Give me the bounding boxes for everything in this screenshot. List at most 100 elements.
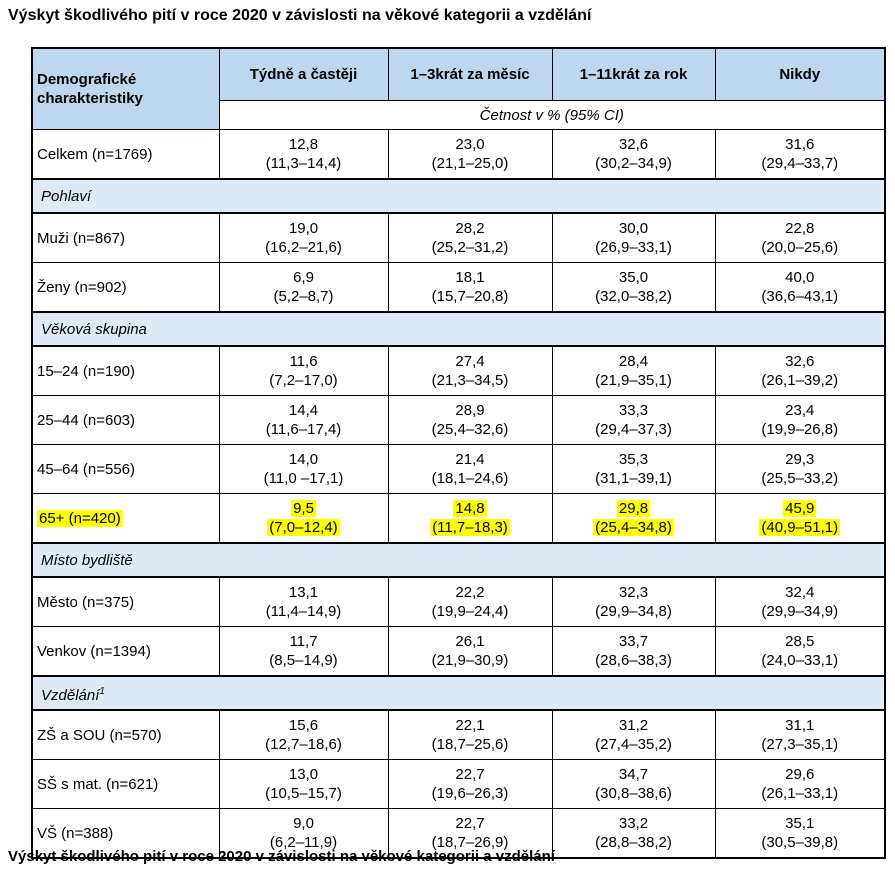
row-label: Celkem (n=1769) xyxy=(31,129,220,180)
data-cell: 22,2 (19,9–24,4) xyxy=(387,576,553,627)
section-row: Vzdělání1 xyxy=(31,675,886,711)
data-cell: 19,0 (16,2–21,6) xyxy=(218,212,389,263)
value-percent: 28,5 xyxy=(785,633,815,650)
value-line: 32,3 xyxy=(557,583,711,602)
value-line: 29,6 xyxy=(720,765,881,784)
value-line: 31,2 xyxy=(557,716,711,735)
value-line: 35,3 xyxy=(557,450,711,469)
confidence-interval: (32,0–38,2) xyxy=(595,288,672,305)
data-cell: 35,3 (31,1–39,1) xyxy=(551,444,716,494)
confidence-interval: (27,3–35,1) xyxy=(761,736,839,753)
data-cell: 28,2 (25,2–31,2) xyxy=(387,212,553,263)
value-percent: 45,9 xyxy=(783,500,817,517)
ci-line: (40,9–51,1) xyxy=(720,518,881,537)
confidence-interval: (6,2–11,9) xyxy=(269,834,338,851)
confidence-interval: (21,3–34,5) xyxy=(431,372,509,389)
ci-line: (19,9–24,4) xyxy=(393,602,548,621)
table-row: 25–44 (n=603) 14,4 (11,6–17,4) 28,9 (25,4–32… xyxy=(31,395,886,445)
value-line: 30,0 xyxy=(557,219,711,238)
value-percent: 29,6 xyxy=(785,766,815,783)
value-percent: 29,3 xyxy=(785,451,815,468)
confidence-interval: (29,9–34,8) xyxy=(595,603,672,620)
value-line: 6,9 xyxy=(224,268,384,287)
value-line: 33,7 xyxy=(557,632,711,651)
column-header-never: Nikdy xyxy=(714,47,886,101)
confidence-interval: (18,1–24,6) xyxy=(431,470,509,487)
confidence-interval: (8,5–14,9) xyxy=(269,652,338,669)
row-label-text: 45–64 (n=556) xyxy=(37,460,135,478)
data-cell: 21,4 (18,1–24,6) xyxy=(387,444,553,494)
row-label-text: ZŠ a SOU (n=570) xyxy=(37,726,162,744)
row-label: Ženy (n=902) xyxy=(31,262,220,313)
data-cell: 35,1 (30,5–39,8) xyxy=(714,808,886,859)
data-cell: 27,4 (21,3–34,5) xyxy=(387,345,553,396)
data-cell: 29,3 (25,5–33,2) xyxy=(714,444,886,494)
data-cell: 28,5 (24,0–33,1) xyxy=(714,626,886,677)
value-percent: 29,8 xyxy=(616,500,651,517)
table-row: SŠ s mat. (n=621) 13,0 (10,5–15,7) 22,7 (19,… xyxy=(31,759,886,809)
value-line: 9,0 xyxy=(224,814,384,833)
value-line: 18,1 xyxy=(393,268,548,287)
row-label-text: 65+ (n=420) xyxy=(37,509,123,527)
ci-line: (12,7–18,6) xyxy=(224,735,384,754)
value-line: 33,2 xyxy=(557,814,711,833)
ci-line: (16,2–21,6) xyxy=(224,238,384,257)
value-line: 45,9 xyxy=(720,499,881,518)
data-cell: 22,7 (19,6–26,3) xyxy=(387,759,553,809)
data-cell: 29,6 (26,1–33,1) xyxy=(714,759,886,809)
value-percent: 28,4 xyxy=(618,353,649,370)
table-row: 45–64 (n=556) 14,0 (11,0 –17,1) 21,4 (18,1–2… xyxy=(31,444,886,494)
ci-line: (11,6–17,4) xyxy=(224,420,384,439)
value-line: 22,2 xyxy=(393,583,548,602)
value-percent: 32,6 xyxy=(785,353,815,370)
data-cell: 15,6 (12,7–18,6) xyxy=(218,709,389,760)
data-cell: 32,3 (29,9–34,8) xyxy=(551,576,716,627)
confidence-interval: (11,6–17,4) xyxy=(265,421,342,438)
confidence-interval: (21,1–25,0) xyxy=(431,155,509,172)
ci-line: (25,4–34,8) xyxy=(557,518,711,537)
document-title: Výskyt škodlivého pití v roce 2020 v záv… xyxy=(8,7,592,24)
data-cell: 31,2 (27,4–35,2) xyxy=(551,709,716,760)
section-label: Věková skupina xyxy=(31,311,886,347)
confidence-interval: (36,6–43,1) xyxy=(761,288,839,305)
value-percent: 31,2 xyxy=(618,717,649,734)
table-body: Celkem (n=1769) 12,8 (11,3–14,4) 23,0 (21,1–… xyxy=(31,129,886,859)
confidence-interval: (25,2–31,2) xyxy=(431,239,509,256)
row-label-text: 25–44 (n=603) xyxy=(37,411,135,429)
value-percent: 26,1 xyxy=(455,633,485,650)
confidence-interval: (15,7–20,8) xyxy=(431,288,509,305)
ci-line: (21,9–30,9) xyxy=(393,651,548,670)
confidence-interval: (26,1–33,1) xyxy=(761,785,839,802)
value-percent: 15,6 xyxy=(288,717,319,734)
ci-line: (32,0–38,2) xyxy=(557,287,711,306)
value-line: 15,6 xyxy=(224,716,384,735)
value-line: 28,9 xyxy=(393,401,548,420)
value-percent: 22,2 xyxy=(455,584,485,601)
confidence-interval: (24,0–33,1) xyxy=(761,652,839,669)
data-cell: 28,4 (21,9–35,1) xyxy=(551,345,716,396)
header-row: Demografické charakteristiky Týdně a čas… xyxy=(31,47,886,130)
table-row: Město (n=375) 13,1 (11,4–14,9) 22,2 (19,9–24… xyxy=(31,576,886,627)
value-percent: 6,9 xyxy=(293,269,314,286)
ci-line: (26,9–33,1) xyxy=(557,238,711,257)
ci-line: (20,0–25,6) xyxy=(720,238,881,257)
confidence-interval: (7,2–17,0) xyxy=(269,372,338,389)
ci-line: (29,9–34,8) xyxy=(557,602,711,621)
ci-line: (7,2–17,0) xyxy=(224,371,384,390)
value-percent: 32,6 xyxy=(618,136,649,153)
section-label: Místo bydliště xyxy=(31,542,886,578)
confidence-interval: (5,2–8,7) xyxy=(273,288,334,305)
section-row: Pohlaví xyxy=(31,178,886,214)
ci-line: (18,1–24,6) xyxy=(393,469,548,488)
table-caption: Výskyt škodlivého pití v roce 2020 v záv… xyxy=(8,848,555,865)
confidence-interval: (26,1–39,2) xyxy=(761,372,839,389)
row-label: Venkov (n=1394) xyxy=(31,626,220,677)
confidence-interval: (19,9–26,8) xyxy=(761,421,839,438)
value-percent: 13,0 xyxy=(288,766,319,783)
value-line: 14,8 xyxy=(393,499,548,518)
ci-line: (11,3–14,4) xyxy=(224,154,384,173)
confidence-interval: (18,7–26,9) xyxy=(431,834,509,851)
confidence-interval: (29,4–33,7) xyxy=(761,155,839,172)
row-label-text: VŠ (n=388) xyxy=(37,824,114,842)
